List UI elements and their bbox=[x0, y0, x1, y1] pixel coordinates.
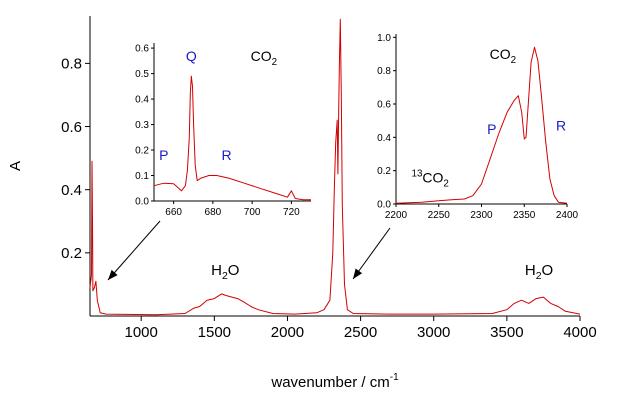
main-x-tick-label: 2000 bbox=[271, 324, 304, 341]
inset-right-y-tick-label: 0.0 bbox=[377, 200, 391, 211]
inset-right-y-tick-label: 0.4 bbox=[377, 133, 391, 144]
inset-right-annotation: 13CO2 bbox=[412, 168, 449, 189]
x-axis-title-superscript: -1 bbox=[390, 372, 399, 383]
inset-right-x-tick-label: 2350 bbox=[513, 210, 536, 221]
annotation-superscript: 13 bbox=[412, 168, 423, 179]
inset-left-x-tick-label: 680 bbox=[205, 207, 222, 218]
annotation-text: H bbox=[525, 262, 536, 279]
inset-left-y-tick-label: 0.4 bbox=[135, 95, 149, 106]
main-y-tick-label: 0.6 bbox=[61, 119, 82, 136]
annotation-tail: O bbox=[542, 262, 554, 279]
main-y-tick-label: 0.4 bbox=[61, 182, 82, 199]
inset-right-x-tick-label: 2250 bbox=[428, 210, 451, 221]
x-axis-title: wavenumber / cm-1 bbox=[270, 372, 399, 391]
annotation-subscript: 2 bbox=[511, 55, 516, 66]
annotation-text: R bbox=[222, 147, 232, 163]
annotation-text: Q bbox=[186, 48, 197, 64]
main-x-tick-label: 1500 bbox=[198, 324, 231, 341]
inset-right-chart: 2200 2250 2300 2350 2400 0.0 0.2 0.4 0.6 0.8 1.0 CO… bbox=[377, 33, 578, 221]
inset-right-y-tick-label: 0.8 bbox=[377, 66, 391, 77]
annotation-text: P bbox=[487, 121, 496, 137]
main-x-tick-label: 3000 bbox=[417, 324, 450, 341]
inset-left-chart: 660 680 700 720 0.0 0.1 0.2 0.3 0.4 0.5 0.6 CO2 Q P R bbox=[135, 43, 311, 218]
annotation-text: H bbox=[211, 262, 222, 279]
inset-left-annotation: CO2 bbox=[251, 48, 277, 68]
annotation-tail: O bbox=[228, 262, 240, 279]
inset-left-y-tick-label: 0.2 bbox=[135, 146, 149, 157]
inset-left-annotation: P bbox=[159, 147, 168, 163]
annotation-subscript: 2 bbox=[443, 178, 448, 189]
arrow-to-left-inset bbox=[107, 220, 161, 281]
annotation-text: P bbox=[159, 147, 168, 163]
inset-left-y-tick-label: 0.1 bbox=[135, 171, 149, 182]
y-axis-title: A bbox=[7, 161, 24, 171]
main-x-tick-label: 1000 bbox=[125, 324, 158, 341]
main-x-tick-label: 4000 bbox=[563, 324, 596, 341]
annotation-text: R bbox=[556, 118, 566, 134]
arrow-to-right-inset bbox=[352, 227, 391, 280]
inset-right-y-tick-label: 1.0 bbox=[377, 33, 391, 44]
inset-right-x-tick-label: 2400 bbox=[556, 210, 579, 221]
inset-left-x-tick-label: 660 bbox=[165, 207, 182, 218]
inset-left-y-tick-label: 0.3 bbox=[135, 120, 149, 131]
main-annotation: H2O bbox=[211, 262, 239, 282]
annotation-subscript: 2 bbox=[272, 57, 277, 68]
inset-right-y-tick-label: 0.2 bbox=[377, 166, 391, 177]
main-x-tick-label: 2500 bbox=[344, 324, 377, 341]
inset-right-spectrum-line bbox=[395, 46, 568, 204]
inset-left-y-tick-label: 0.0 bbox=[135, 197, 149, 208]
annotation-subscript: 2 bbox=[536, 270, 542, 282]
inset-right-x-tick-label: 2200 bbox=[385, 210, 408, 221]
main-y-tick-label: 0.2 bbox=[61, 245, 82, 262]
inset-left-x-tick-label: 720 bbox=[283, 207, 300, 218]
inset-left-spectrum-line bbox=[153, 75, 311, 201]
inset-right-y-tick-label: 0.6 bbox=[377, 100, 391, 111]
annotation-text: CO bbox=[251, 48, 272, 64]
inset-left-x-tick-label: 700 bbox=[244, 207, 261, 218]
inset-left-y-tick-label: 0.5 bbox=[135, 69, 149, 80]
x-axis-title-text: wavenumber / cm bbox=[270, 374, 389, 391]
inset-right-x-tick-label: 2300 bbox=[470, 210, 493, 221]
main-annotation: H2O bbox=[525, 262, 553, 282]
annotation-subscript: 2 bbox=[222, 270, 228, 282]
inset-right-annotation: R bbox=[556, 118, 566, 134]
inset-left-y-tick-label: 0.6 bbox=[135, 44, 149, 55]
main-chart: 1000 1500 2000 2500 3000 3500 4000 0.2 0.4 0.6 0.8… bbox=[7, 16, 597, 391]
inset-left-annotation: Q bbox=[186, 48, 197, 64]
annotation-text: CO bbox=[490, 46, 511, 62]
annotation-text: CO bbox=[422, 169, 443, 185]
main-x-tick-label: 3500 bbox=[490, 324, 523, 341]
main-spectrum-line bbox=[89, 18, 581, 316]
inset-right-annotation: CO2 bbox=[490, 46, 516, 66]
inset-left-annotation: R bbox=[222, 147, 232, 163]
inset-right-annotation: P bbox=[487, 121, 496, 137]
main-y-tick-label: 0.8 bbox=[61, 56, 82, 73]
